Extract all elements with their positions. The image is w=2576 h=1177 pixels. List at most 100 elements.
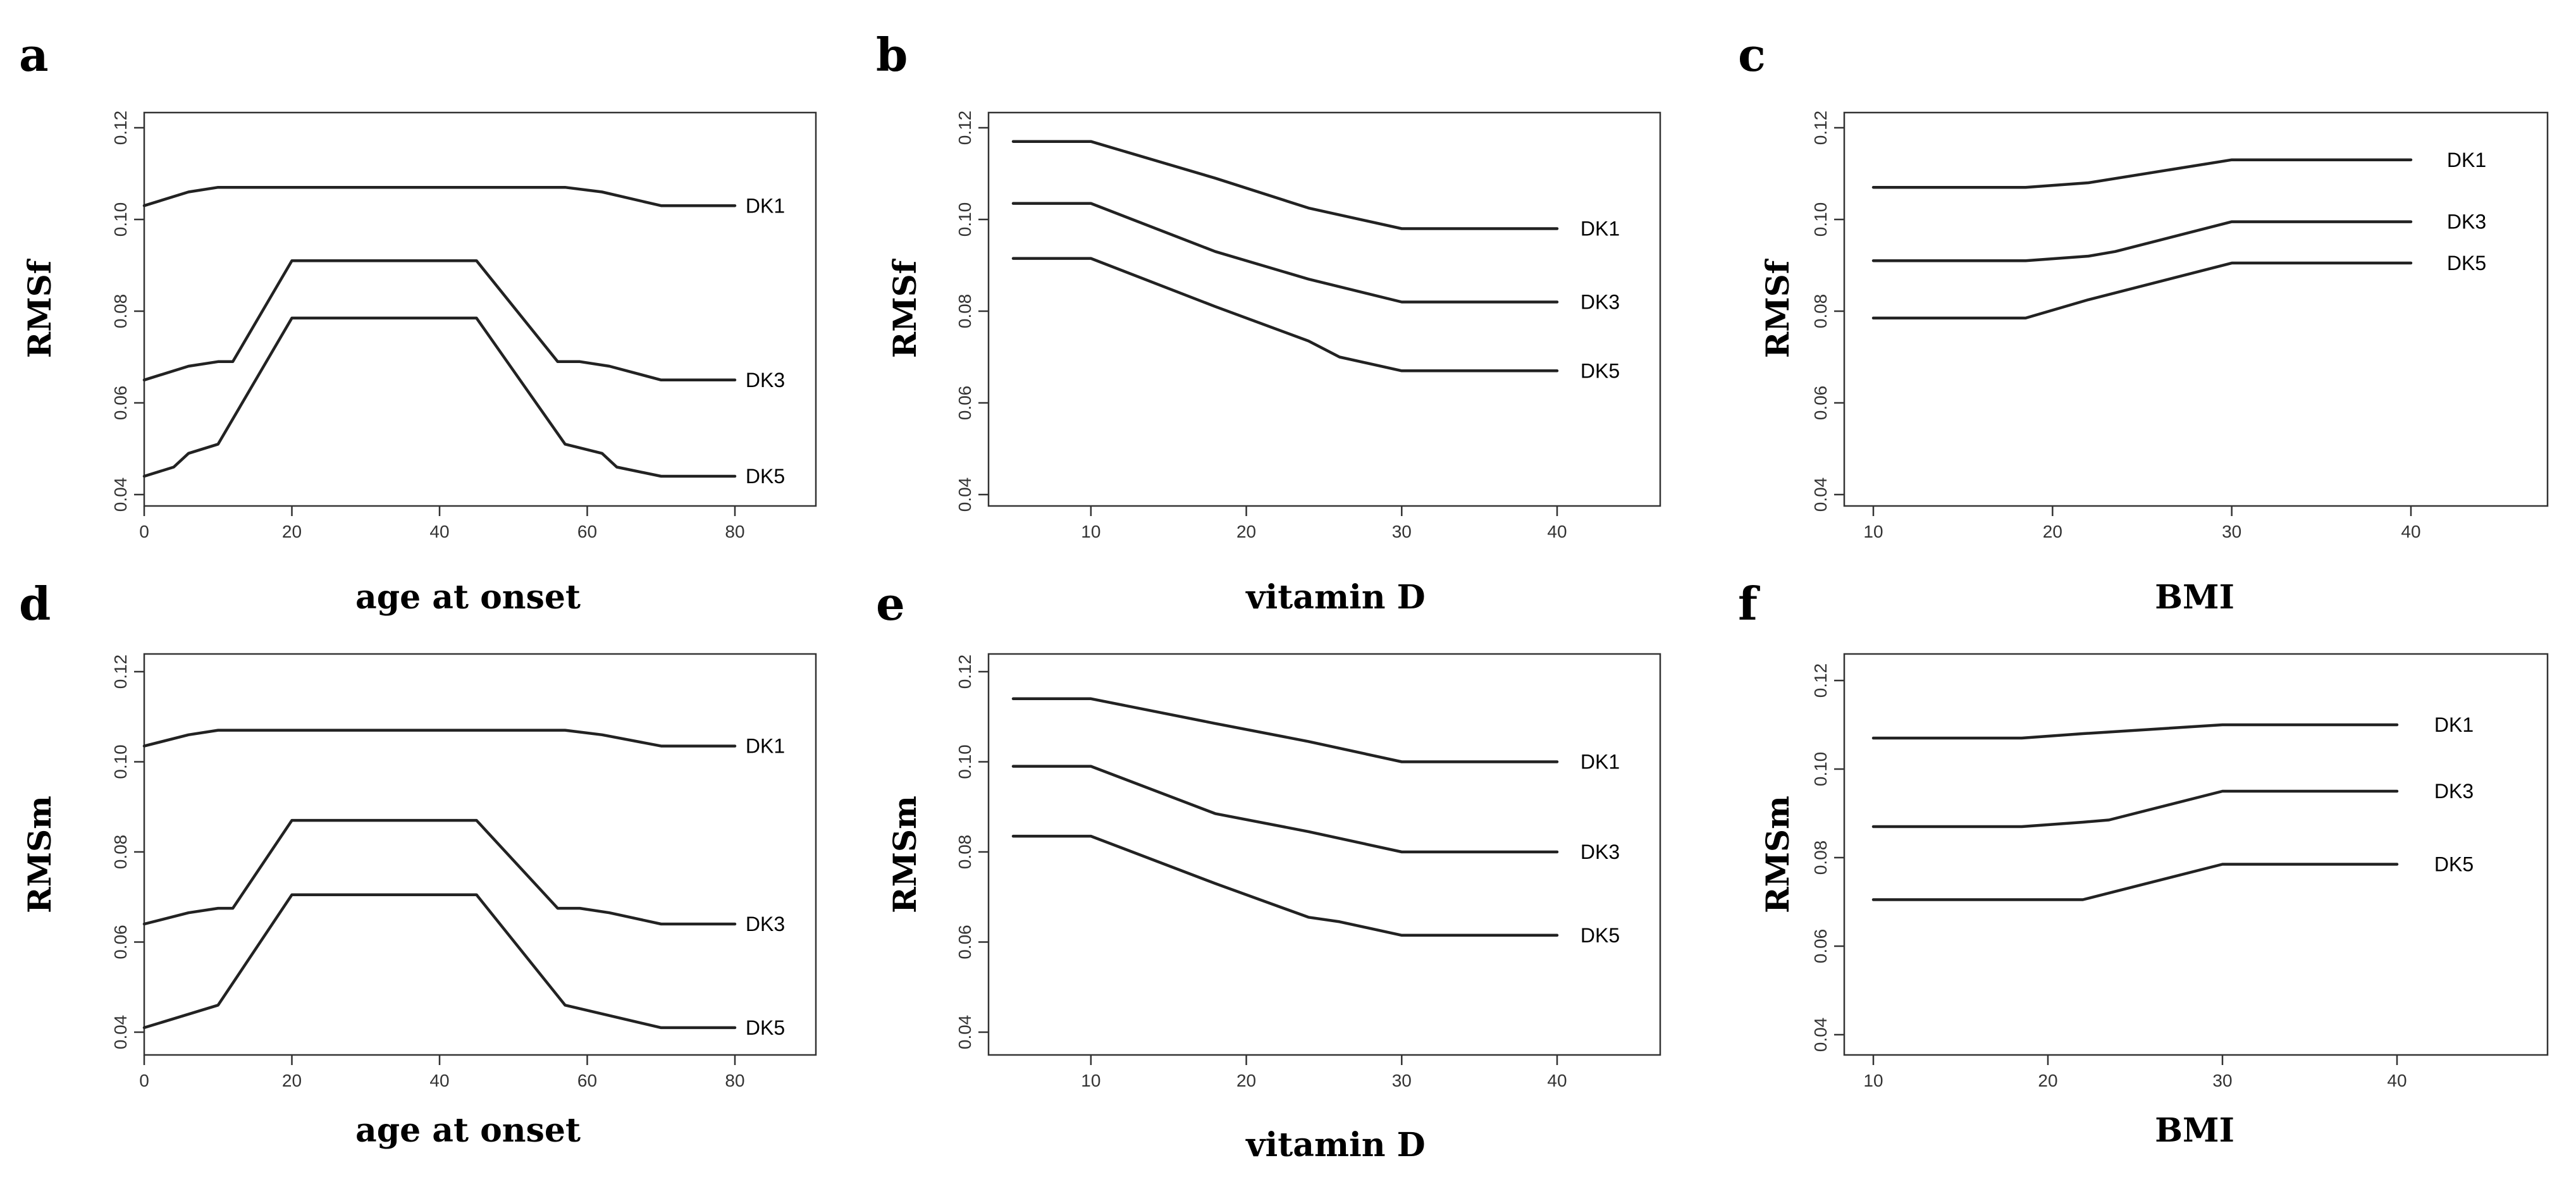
y-axis-title: RMSm [886, 796, 923, 913]
panel-c: c 0.04 0.06 0.08 0.10 0.12 10 20 30 40 BMI RMSf DK1 D… [1738, 28, 2549, 617]
series-line-dk5 [1871, 863, 2399, 901]
y-tick-label: 0.08 [955, 835, 975, 870]
x-tick-label: 30 [2212, 1071, 2232, 1090]
y-tick-label: 0.04 [111, 478, 130, 512]
series-label-dk5: DK5 [1581, 924, 1620, 947]
y-tick-label: 0.12 [955, 111, 975, 145]
series-label-dk3: DK3 [1581, 841, 1620, 863]
series-line-dk3 [1011, 765, 1559, 854]
series-line-dk3 [1871, 789, 2399, 829]
y-axis-title: RMSm [21, 796, 58, 913]
x-tick-label: 20 [282, 522, 302, 541]
y-tick-label: 0.06 [955, 925, 975, 959]
panel-e: e 0.04 0.06 0.08 0.10 0.12 10 20 30 40 vitamin D RM… [876, 577, 1661, 1164]
series-label-dk5: DK5 [746, 465, 785, 488]
x-tick-label: 60 [577, 522, 597, 541]
y-axis-title: RMSm [1759, 796, 1796, 913]
series-label-dk5: DK5 [1581, 359, 1620, 382]
y-tick-label: 0.08 [1811, 841, 1830, 875]
y-tick-label: 0.06 [1811, 929, 1830, 964]
series-label-dk5: DK5 [2447, 252, 2486, 274]
series-line-dk1 [1871, 723, 2399, 740]
x-tick-label: 10 [1081, 1071, 1100, 1090]
series-label-dk3: DK3 [2447, 211, 2486, 233]
series-line-dk5 [142, 316, 737, 478]
x-tick-label: 20 [2038, 1071, 2057, 1090]
series-line-dk1 [142, 185, 737, 207]
x-tick-label: 10 [1081, 522, 1100, 541]
panel-f: f 0.04 0.06 0.08 0.10 0.12 10 20 30 40 BMI RMSm DK1 D… [1738, 577, 2549, 1150]
x-tick-label: 30 [2222, 522, 2241, 541]
x-tick-label: 20 [2043, 522, 2062, 541]
series-label-dk3: DK3 [2434, 780, 2474, 803]
series-line-dk1 [1871, 158, 2413, 189]
y-tick-label: 0.06 [111, 386, 130, 421]
panel-d: d 0.04 0.06 0.08 0.10 0.12 0 20 40 60 80 age at ons… [19, 577, 817, 1150]
x-tick-label: 40 [2401, 522, 2420, 541]
series-label-dk1: DK1 [2434, 713, 2474, 736]
y-tick-label: 0.06 [111, 925, 130, 959]
series-label-dk3: DK3 [746, 369, 785, 391]
x-tick-label: 20 [1236, 522, 1256, 541]
plot-frame [1843, 111, 2549, 507]
x-tick-label: 40 [429, 1071, 449, 1090]
x-tick-label: 60 [577, 1071, 597, 1090]
y-tick-label: 0.08 [111, 294, 130, 329]
y-tick-label: 0.08 [111, 835, 130, 870]
y-tick-label: 0.10 [111, 744, 130, 779]
series-label-dk5: DK5 [2434, 853, 2474, 876]
plot-frame [143, 653, 817, 1056]
panel-letter: e [876, 577, 905, 631]
x-tick-label: 80 [725, 1071, 744, 1090]
y-tick-label: 0.12 [1811, 111, 1830, 145]
y-axis-title: RMSf [886, 258, 923, 358]
y-tick-label: 0.10 [1811, 202, 1830, 237]
y-axis-title: RMSf [1759, 258, 1796, 358]
y-tick-label: 0.10 [955, 202, 975, 237]
y-tick-label: 0.04 [1811, 1018, 1830, 1052]
plot-frame [143, 111, 817, 507]
series-line-dk1 [1011, 140, 1559, 230]
x-tick-label: 40 [2387, 1071, 2407, 1090]
y-tick-label: 0.12 [111, 111, 130, 145]
y-tick-label: 0.04 [955, 1015, 975, 1050]
series-label-dk1: DK1 [746, 194, 785, 217]
series-line-dk5 [1011, 834, 1559, 937]
x-tick-label: 20 [1236, 1071, 1256, 1090]
x-tick-label: 10 [1863, 1071, 1883, 1090]
y-tick-label: 0.08 [955, 294, 975, 329]
series-label-dk1: DK1 [1581, 218, 1620, 240]
x-tick-label: 30 [1392, 522, 1412, 541]
series-line-dk5 [1871, 261, 2413, 320]
y-tick-label: 0.08 [1811, 294, 1830, 329]
x-axis-title: BMI [2155, 1111, 2234, 1150]
x-axis-title: BMI [2155, 578, 2234, 617]
y-tick-label: 0.10 [1811, 752, 1830, 787]
y-tick-label: 0.12 [955, 655, 975, 689]
x-axis-title: age at onset [355, 1111, 581, 1150]
panel-letter: b [876, 28, 908, 82]
x-axis-title: vitamin D [1245, 1126, 1425, 1164]
series-line-dk3 [1871, 220, 2413, 262]
y-tick-label: 0.06 [1811, 386, 1830, 421]
x-tick-label: 20 [282, 1071, 302, 1090]
x-axis-title: vitamin D [1245, 578, 1425, 617]
panel-b: b 0.04 0.06 0.08 0.10 0.12 10 20 30 40 vitamin D RM… [876, 28, 1661, 617]
y-tick-label: 0.10 [111, 202, 130, 237]
y-tick-label: 0.04 [111, 1015, 130, 1050]
y-tick-label: 0.04 [1811, 478, 1830, 512]
series-label-dk1: DK1 [1581, 751, 1620, 773]
x-tick-label: 30 [1392, 1071, 1412, 1090]
x-tick-label: 40 [1547, 522, 1567, 541]
x-tick-label: 40 [429, 522, 449, 541]
y-tick-label: 0.10 [955, 744, 975, 779]
plot-frame [987, 111, 1661, 507]
x-tick-label: 0 [139, 1071, 149, 1090]
series-line-dk3 [142, 259, 737, 382]
panel-letter: c [1738, 28, 1766, 82]
series-label-dk5: DK5 [746, 1016, 785, 1039]
plot-frame [1843, 653, 2549, 1056]
series-line-dk1 [142, 729, 737, 748]
x-tick-label: 80 [725, 522, 744, 541]
